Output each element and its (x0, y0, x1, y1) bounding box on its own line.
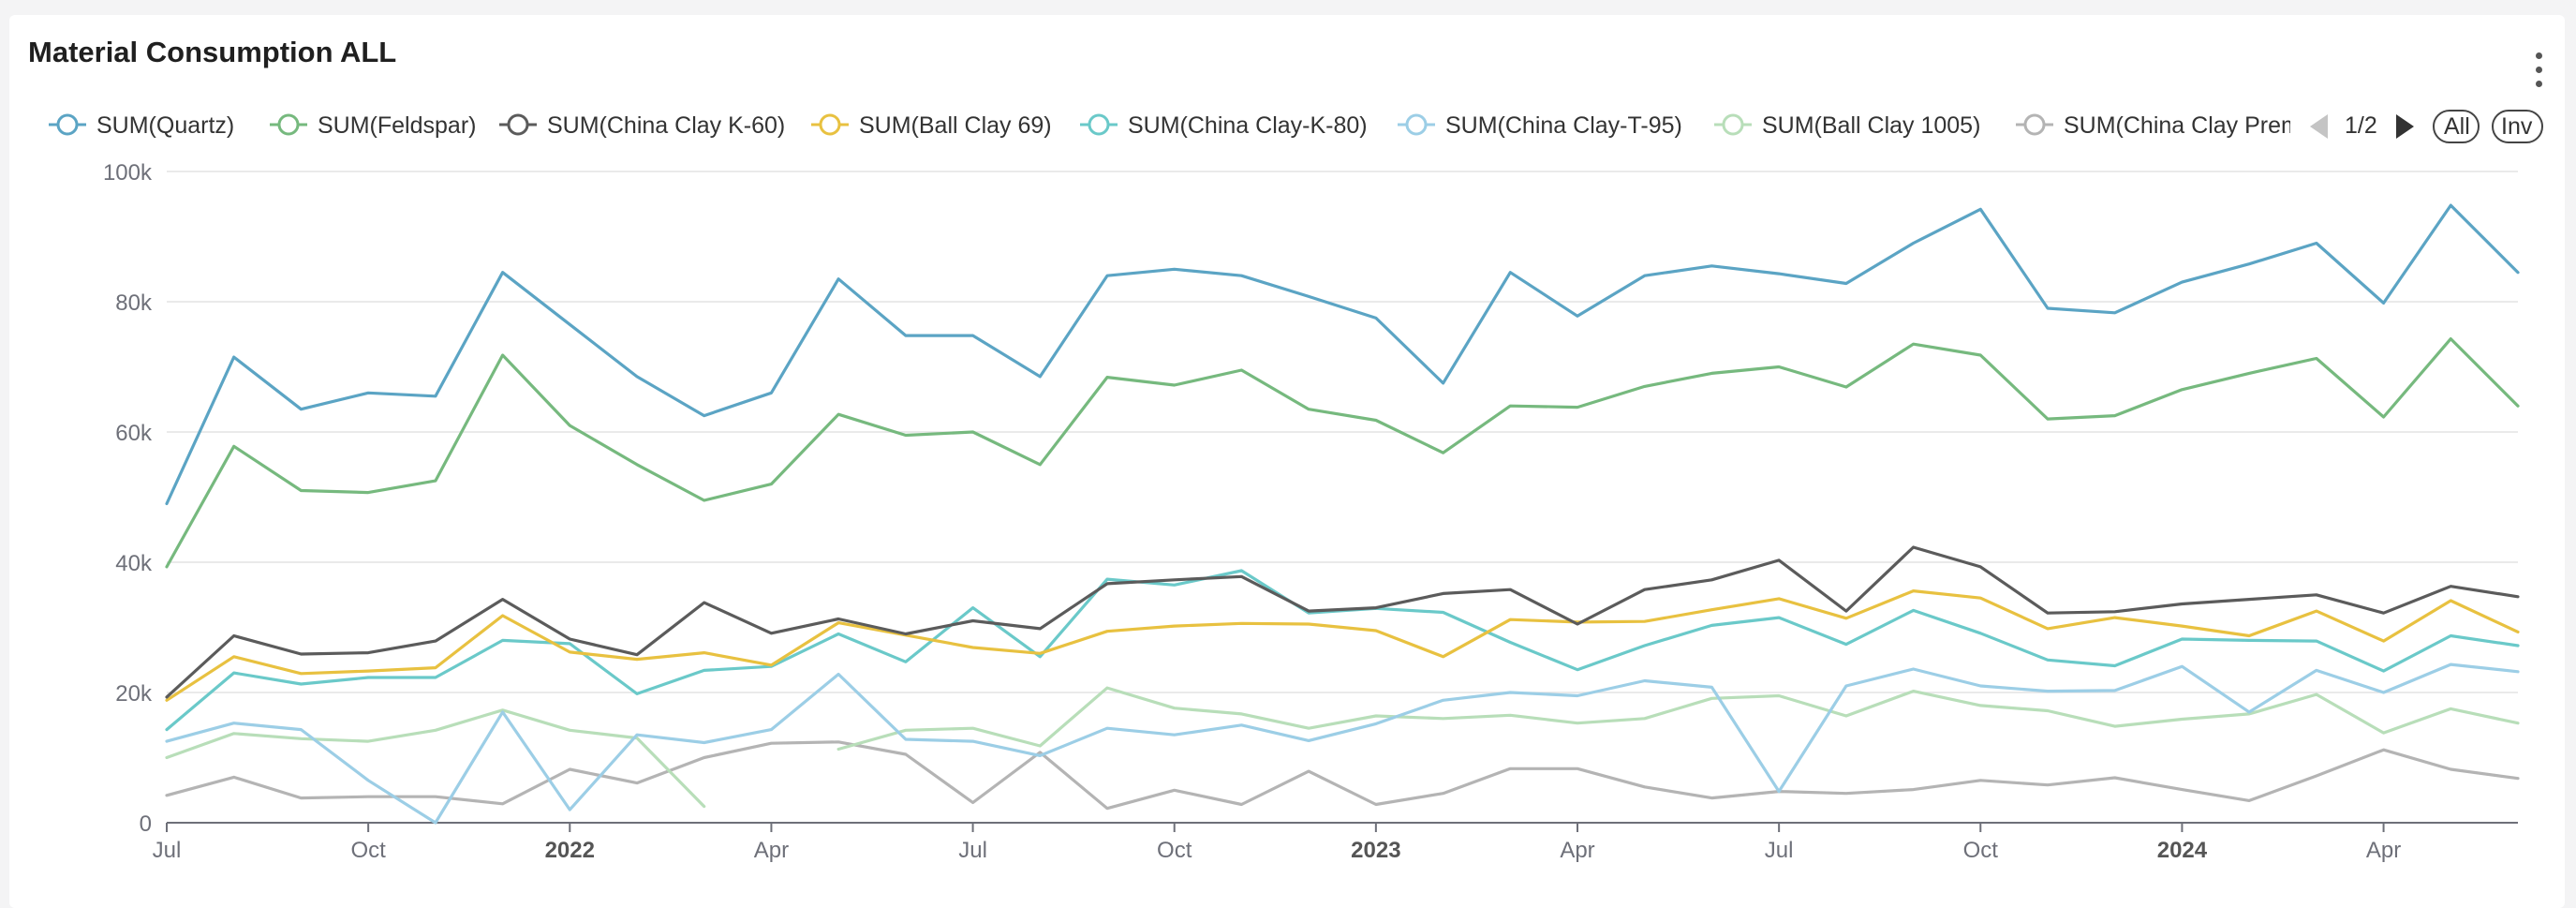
legend: SUM(Quartz) SUM(Feldspar) SUM(China Clay K… (49, 112, 2346, 139)
legend-prev-icon[interactable] (2310, 114, 2328, 139)
legend-circle-icon (1405, 113, 1428, 136)
series-line[interactable] (165, 662, 2520, 825)
y-tick-label: 0 (140, 811, 152, 837)
legend-next-icon[interactable] (2396, 114, 2414, 139)
legend-controls: 1/2 All Inv (2310, 110, 2543, 143)
legend-item[interactable]: SUM(Ball Clay 69) (811, 112, 1052, 139)
series-line[interactable] (165, 569, 2520, 732)
x-tick-label: Oct (1963, 838, 1999, 863)
y-tick-label: 80k (115, 290, 153, 316)
legend-label: SUM(Ball Clay 69) (859, 112, 1052, 139)
legend-label: SUM(Quartz) (96, 112, 234, 139)
legend-circle-icon (2023, 113, 2046, 136)
legend-item[interactable]: SUM(China Clay Premium) (2016, 112, 2346, 139)
legend-label: SUM(Feldspar) (318, 112, 476, 139)
legend-label: SUM(China Clay-T-95) (1445, 112, 1682, 139)
series-line[interactable] (165, 740, 2520, 811)
legend-all-button[interactable] (2433, 110, 2480, 143)
legend-label: SUM(China Clay K-60) (547, 112, 785, 139)
y-tick-label: 60k (115, 421, 153, 446)
x-tick-label: Apr (1560, 838, 1594, 863)
legend-label: SUM(China Clay Premium) (2064, 112, 2346, 139)
legend-item[interactable]: SUM(China Clay K-60) (499, 112, 785, 139)
x-tick-label: 2024 (2157, 838, 2208, 863)
series-line[interactable] (165, 686, 2520, 809)
x-tick-label: Apr (2366, 838, 2401, 863)
legend-page-label: 1/2 (2345, 112, 2377, 139)
x-tick-label: 2023 (1351, 838, 1400, 863)
x-tick-label: Oct (350, 838, 386, 863)
x-tick-label: Apr (754, 838, 789, 863)
chart-card (9, 15, 2565, 908)
x-tick-label: Oct (1157, 838, 1192, 863)
legend-all-label: All (2444, 113, 2470, 140)
legend-circle-icon (819, 113, 841, 136)
legend-inv-button[interactable] (2492, 110, 2543, 143)
y-tick-label: 20k (115, 681, 153, 707)
series-lines (165, 203, 2520, 825)
legend-item[interactable]: SUM(Feldspar) (270, 112, 476, 139)
series-line[interactable] (165, 589, 2520, 702)
x-tick-label: Jul (958, 838, 987, 863)
legend-circle-icon (277, 113, 300, 136)
legend-item[interactable]: SUM(Quartz) (49, 112, 234, 139)
x-tick-label: Jul (153, 838, 182, 863)
legend-label: SUM(Ball Clay 1005) (1762, 112, 1980, 139)
y-tick-label: 40k (115, 551, 153, 576)
legend-circle-icon (1088, 113, 1110, 136)
more-vertical-icon[interactable] (2529, 49, 2548, 92)
legend-circle-icon (1722, 113, 1744, 136)
legend-inv-label: Inv (2501, 113, 2533, 140)
legend-item[interactable]: SUM(Ball Clay 1005) (1714, 112, 1980, 139)
legend-item[interactable]: SUM(China Clay-K-80) (1080, 112, 1368, 139)
legend-label: SUM(China Clay-K-80) (1128, 112, 1368, 139)
y-axis: 0 20k 40k 60k 80k 100k (103, 160, 153, 837)
series-line[interactable] (165, 545, 2520, 699)
x-tick-label: Jul (1765, 838, 1794, 863)
chart-title: Material Consumption ALL (28, 36, 397, 68)
x-tick-label: 2022 (545, 838, 595, 863)
series-line[interactable] (165, 337, 2520, 569)
y-tick-label: 100k (103, 160, 153, 186)
grid-lines (167, 171, 2518, 824)
series-line[interactable] (165, 203, 2520, 506)
legend-circle-icon (56, 113, 79, 136)
legend-item[interactable]: SUM(China Clay-T-95) (1398, 112, 1682, 139)
legend-circle-icon (507, 113, 529, 136)
x-axis: Jul Oct 2022 Apr Jul Oct 2023 Apr Jul Oct 2024 Apr (153, 823, 2401, 863)
